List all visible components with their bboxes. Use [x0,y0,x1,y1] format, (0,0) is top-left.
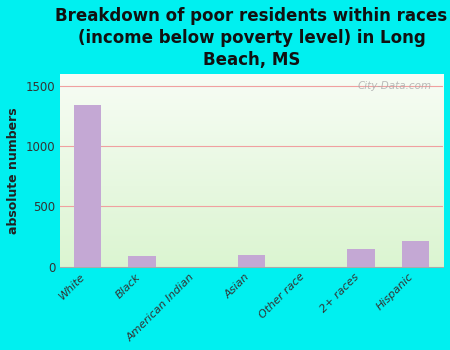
Bar [128,256,156,267]
Bar [347,248,375,267]
Text: City-Data.com: City-Data.com [357,82,432,91]
Bar [74,105,101,267]
Bar [238,255,265,267]
Y-axis label: absolute numbers: absolute numbers [7,107,20,233]
Bar [402,241,429,267]
Title: Breakdown of poor residents within races
(income below poverty level) in Long
Be: Breakdown of poor residents within races… [55,7,448,69]
